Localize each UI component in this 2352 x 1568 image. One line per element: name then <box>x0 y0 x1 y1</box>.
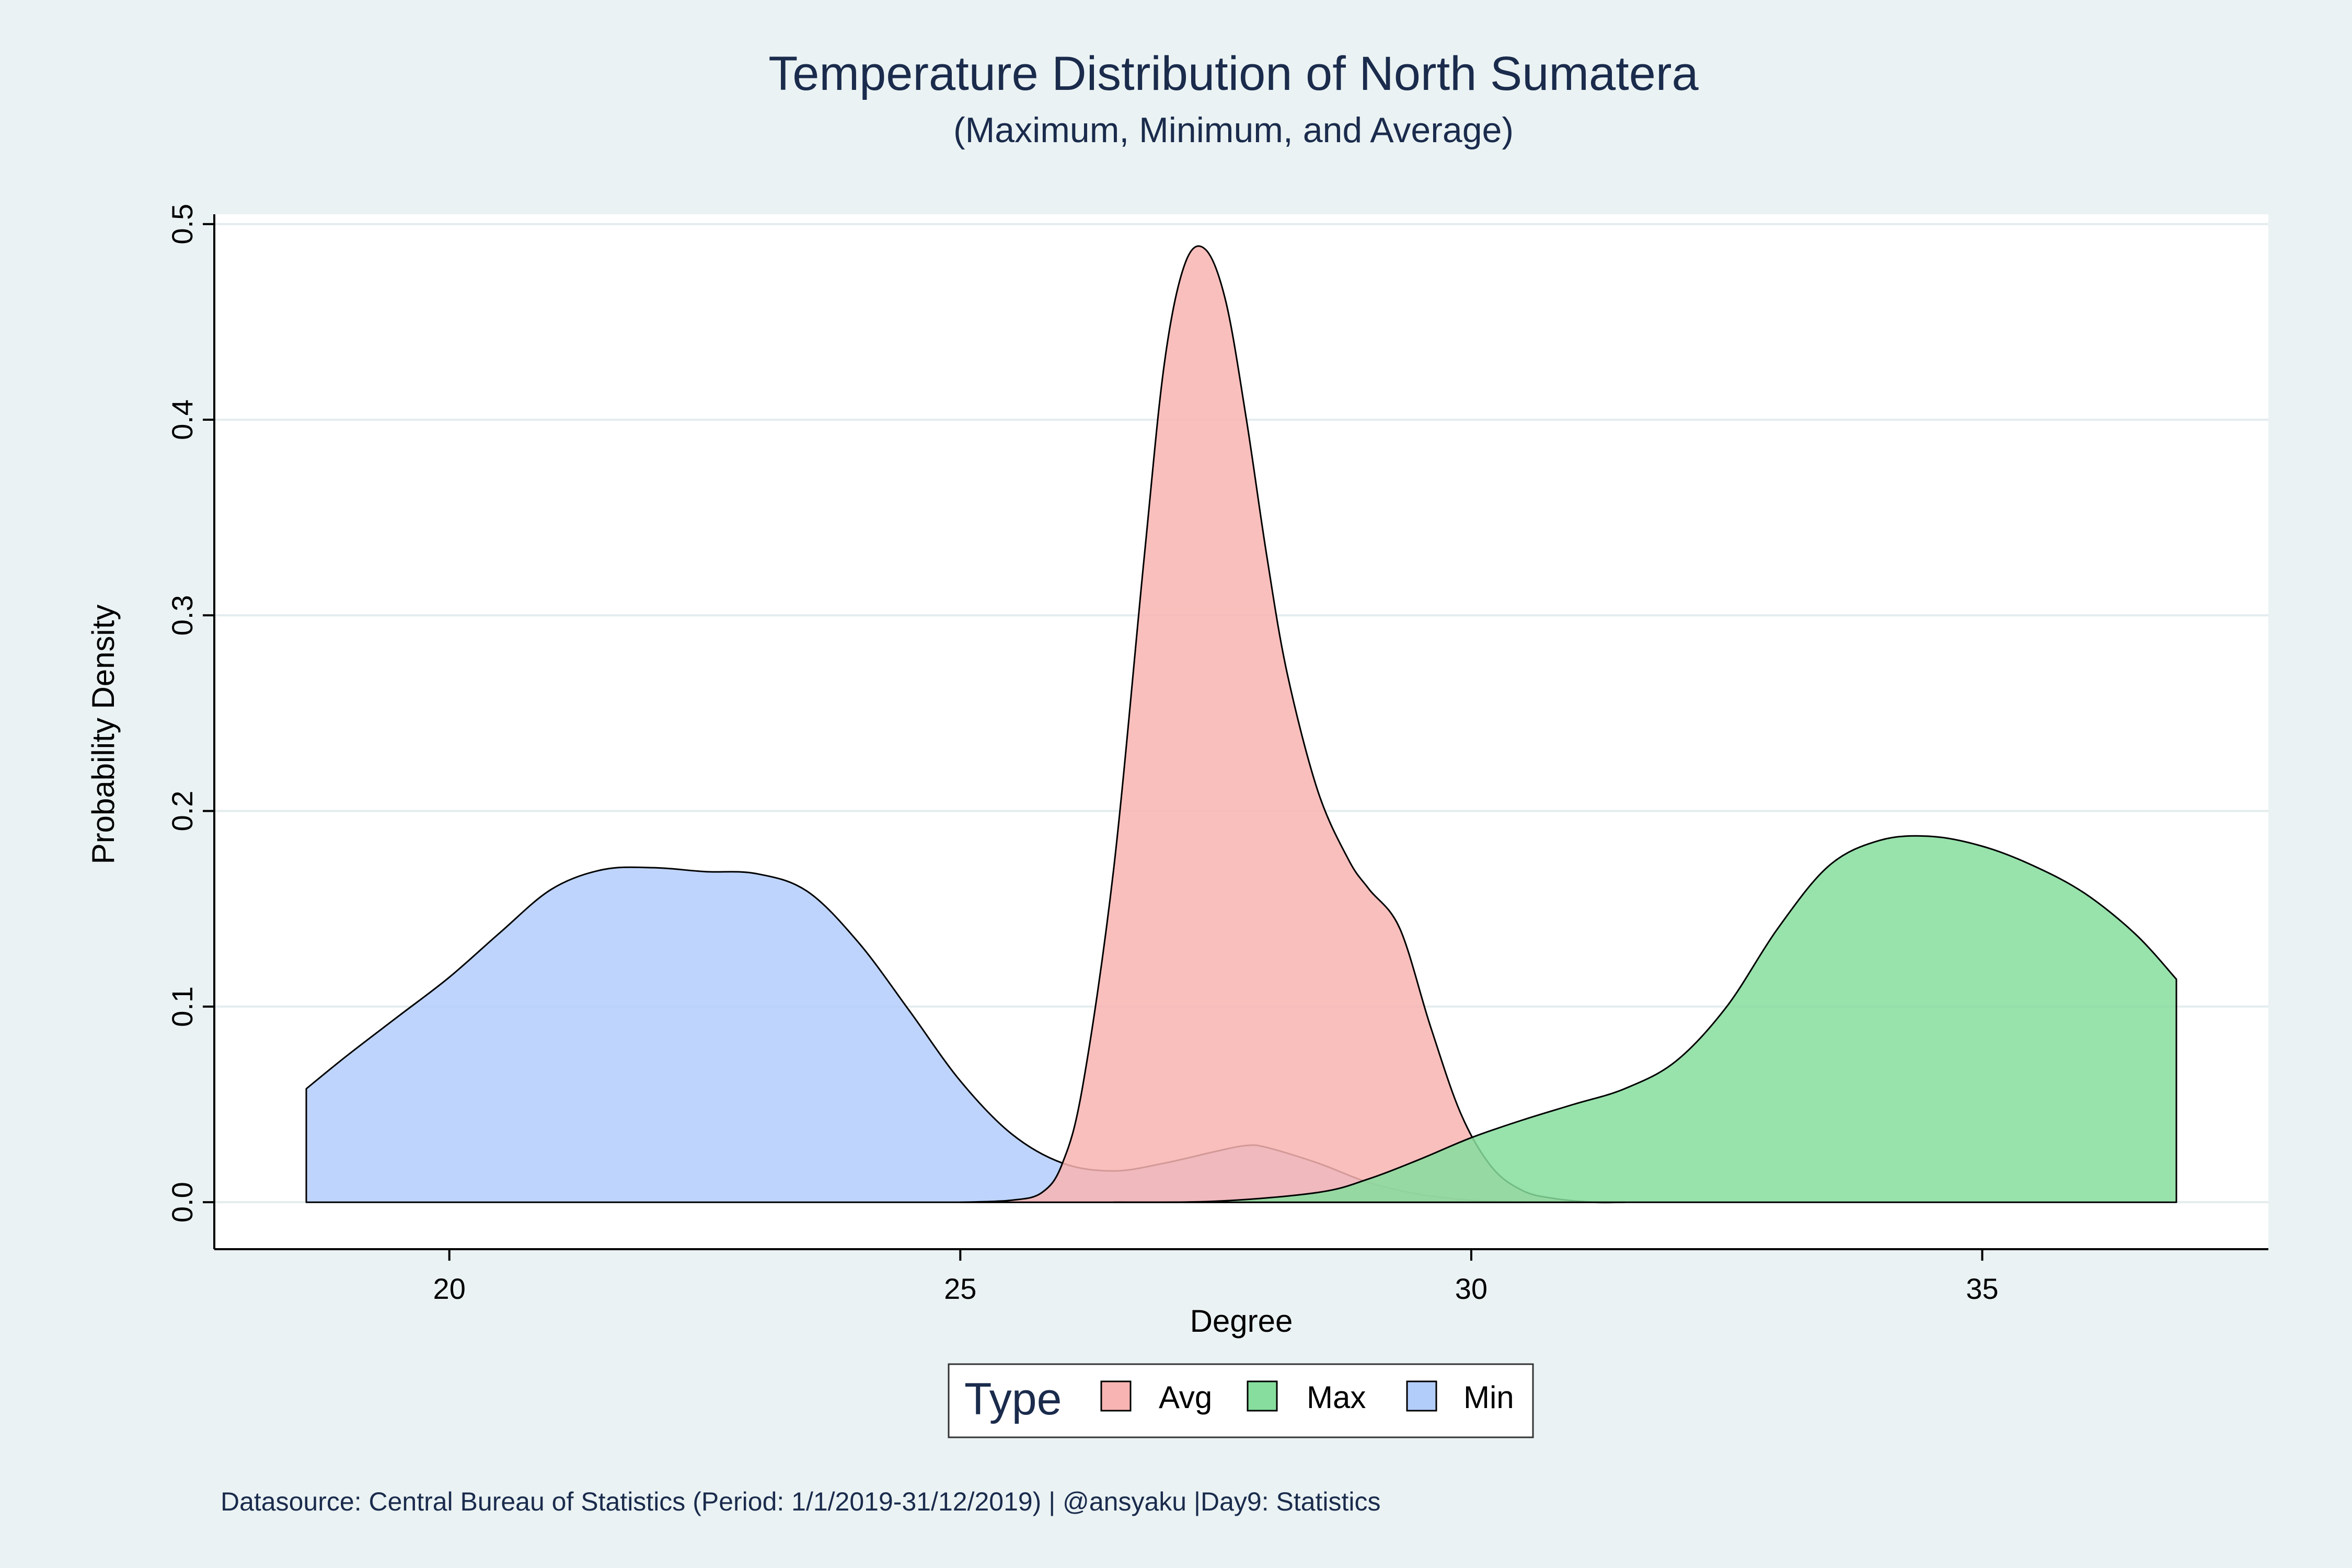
legend-label-max: Max <box>1307 1380 1366 1415</box>
x-tick-label-1: 25 <box>944 1272 976 1305</box>
data-source-caption: Datasource: Central Bureau of Statistics… <box>221 1487 1381 1516</box>
density-area-max <box>1113 835 2177 1203</box>
y-tick-label-4: 0.4 <box>166 399 199 440</box>
legend: Type Avg Max Min <box>948 1363 1534 1438</box>
chart-subtitle: (Maximum, Minimum, and Average) <box>953 110 1514 150</box>
y-tick-label-0: 0.0 <box>166 1182 199 1223</box>
x-tick-label-0: 20 <box>433 1272 466 1305</box>
x-axis-label: Degree <box>1190 1304 1293 1339</box>
x-tick-label-3: 35 <box>1966 1272 1998 1305</box>
chart-title: Temperature Distribution of North Sumate… <box>768 47 1699 100</box>
y-tick-label-1: 0.1 <box>166 986 199 1027</box>
y-tick-label-3: 0.3 <box>166 595 199 636</box>
series-layer <box>305 245 2177 1204</box>
legend-label-avg: Avg <box>1159 1380 1212 1415</box>
legend-label-min: Min <box>1463 1380 1514 1415</box>
y-axis-label: Probability Density <box>86 605 121 864</box>
x-axis-ticks: 20 25 30 35 <box>433 1249 1999 1305</box>
legend-title: Type <box>964 1374 1062 1424</box>
y-tick-label-5: 0.5 <box>166 204 199 245</box>
x-tick-label-2: 30 <box>1455 1272 1488 1305</box>
legend-swatch-min <box>1406 1380 1437 1412</box>
legend-swatch-avg <box>1100 1380 1132 1412</box>
density-area-avg <box>959 245 1625 1204</box>
legend-swatch-max <box>1247 1380 1278 1412</box>
y-tick-label-2: 0.2 <box>166 791 199 832</box>
y-axis-ticks: 0.0 0.1 0.2 0.3 0.4 0.5 <box>166 204 214 1223</box>
